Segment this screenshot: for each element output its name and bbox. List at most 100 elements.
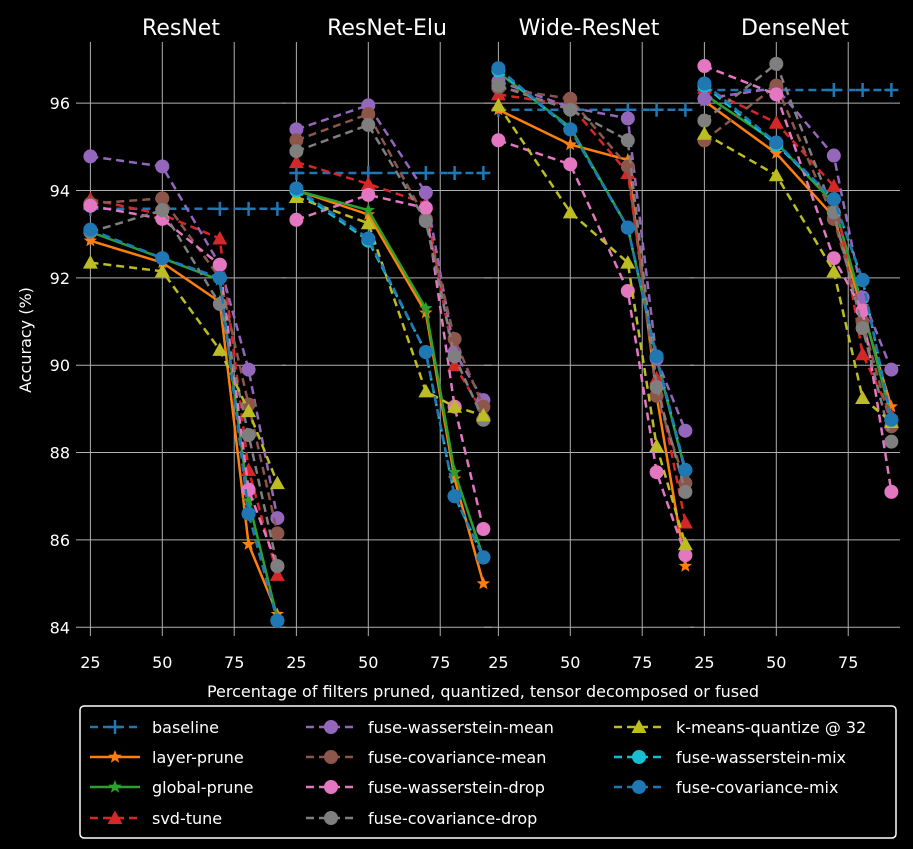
x-tick-label: 50 (358, 653, 378, 672)
data-point (270, 559, 285, 574)
data-point (212, 201, 227, 216)
data-point (212, 270, 227, 285)
series-fuse-wasserstein-mean (83, 149, 285, 526)
y-tick-label: 92 (50, 269, 70, 288)
data-point (475, 407, 491, 422)
series-k-means-quantize-32 (288, 189, 491, 422)
data-point (155, 251, 170, 266)
data-point (826, 192, 841, 207)
data-point (884, 83, 899, 98)
data-point (241, 403, 257, 418)
data-point (562, 204, 578, 219)
data-point (154, 263, 170, 278)
data-point (884, 434, 899, 449)
series-line (90, 239, 279, 615)
data-point (155, 203, 170, 218)
series-fuse-covariance-mix (83, 222, 285, 628)
data-point (826, 83, 841, 98)
data-point (155, 191, 170, 206)
panel-title: DenseNet (741, 16, 849, 41)
data-point (697, 91, 712, 106)
data-point (563, 102, 578, 117)
data-point (241, 362, 256, 377)
legend-entry-fuse-covariance-mix: fuse-covariance-mix (614, 778, 838, 797)
legend-entry-fuse-wasserstein-mix: fuse-wasserstein-mix (614, 748, 846, 767)
data-point (476, 166, 491, 181)
data-point (855, 83, 870, 98)
data-point (620, 255, 636, 269)
data-point (855, 346, 871, 361)
data-point (649, 380, 664, 395)
data-point (83, 198, 98, 213)
series-k-means-quantize-32 (490, 97, 693, 551)
series-line (89, 228, 279, 622)
y-tick-label: 90 (50, 356, 70, 375)
data-point (491, 61, 506, 76)
data-point (476, 550, 491, 565)
data-point (677, 536, 693, 551)
series-line (497, 67, 687, 471)
data-point (476, 521, 491, 536)
panel-title: ResNet-Elu (327, 16, 447, 41)
series-baseline (491, 102, 693, 117)
data-point (697, 76, 712, 91)
series-fuse-covariance-drop (289, 117, 491, 427)
data-point (241, 428, 256, 443)
series-fuse-covariance-mix (697, 76, 899, 427)
data-point (826, 263, 842, 278)
data-point (418, 383, 434, 398)
legend-entry-fuse-wasserstein-mean: fuse-wasserstein-mean (306, 718, 554, 737)
data-point (769, 87, 784, 102)
series-fuse-wasserstein-mix (697, 78, 899, 427)
legend-marker (631, 719, 647, 733)
data-point (361, 203, 375, 216)
data-point (361, 207, 375, 221)
data-point (83, 233, 97, 247)
data-point (678, 548, 693, 563)
data-point (855, 321, 870, 336)
series-global-prune (491, 65, 692, 478)
legend-label: baseline (152, 718, 219, 737)
legend-entry-layer-prune: layer-prune (90, 748, 244, 767)
legend-label: fuse-covariance-drop (368, 809, 537, 828)
legend-entry-global-prune: global-prune (90, 778, 253, 797)
y-tick-label: 84 (50, 618, 70, 637)
data-point (697, 113, 712, 128)
data-point (620, 133, 635, 148)
panel-title: Wide-ResNet (519, 16, 660, 41)
data-point (155, 159, 170, 174)
data-point (620, 283, 635, 298)
y-tick-label: 86 (50, 531, 70, 550)
data-point (270, 201, 285, 216)
legend-marker (324, 720, 338, 734)
x-tick-label: 75 (632, 653, 652, 672)
data-point (476, 576, 490, 590)
series-line (295, 195, 484, 417)
legend-label: svd-tune (152, 809, 222, 828)
data-point (418, 185, 433, 200)
data-point (361, 117, 376, 132)
data-point (447, 349, 462, 364)
data-point (241, 462, 257, 477)
data-point (768, 115, 784, 129)
data-point (855, 390, 871, 404)
legend-label: fuse-covariance-mix (676, 778, 838, 797)
data-point (620, 220, 635, 235)
series-layer-prune (491, 102, 692, 572)
data-point (447, 399, 463, 413)
data-point (884, 484, 899, 499)
data-point (563, 122, 578, 137)
data-point (769, 135, 784, 150)
legend-entry-fuse-covariance-drop: fuse-covariance-drop (306, 809, 537, 828)
legend-label: fuse-wasserstein-mean (368, 718, 554, 737)
x-tick-label: 50 (560, 653, 580, 672)
series-layer-prune (697, 94, 898, 413)
panel-resnet-elu: ResNet-Elu 25 50 75 (282, 16, 492, 672)
data-point (418, 166, 433, 181)
data-point (241, 493, 256, 507)
data-point (649, 349, 664, 364)
legend-marker (324, 750, 338, 764)
legend-marker (324, 780, 338, 794)
series-baseline (697, 83, 899, 98)
series-line (703, 83, 893, 427)
